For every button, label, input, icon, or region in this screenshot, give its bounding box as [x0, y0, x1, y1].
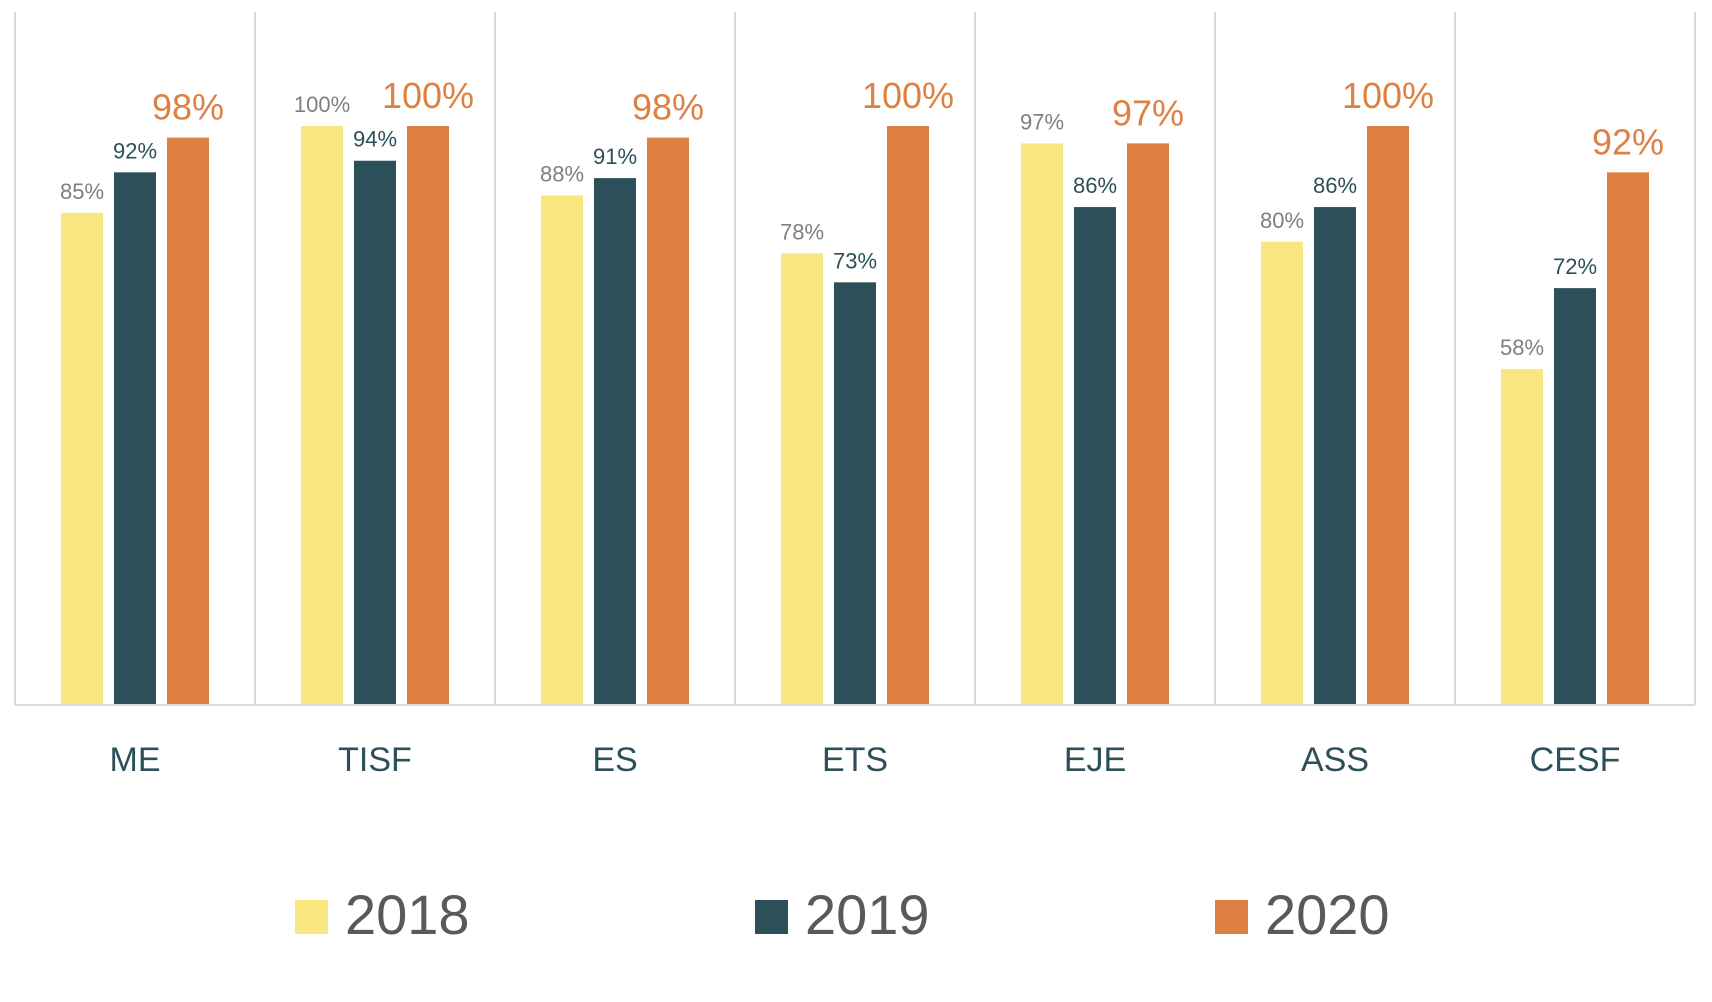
bar-2019-eje [1074, 207, 1116, 705]
category-label-eje: EJE [1064, 741, 1126, 779]
legend-label-2018: 2018 [345, 883, 470, 946]
bar-2018-cesf [1501, 369, 1543, 705]
data-label-2019-ets: 73% [833, 248, 877, 273]
bar-2019-me [114, 172, 156, 705]
data-label-2020-tisf: 100% [382, 75, 474, 116]
data-label-2020-es: 98% [632, 87, 704, 128]
category-label-es: ES [592, 741, 637, 779]
legend-swatch-2018 [295, 900, 328, 934]
data-label-2019-me: 92% [113, 138, 157, 163]
data-label-2018-tisf: 100% [294, 92, 350, 117]
data-label-2018-es: 88% [540, 161, 584, 186]
legend-item-2020: 2020 [1215, 883, 1390, 946]
bar-2019-cesf [1554, 288, 1596, 705]
data-label-2020-cesf: 92% [1592, 121, 1664, 162]
grid-lines [14, 12, 1696, 705]
category-label-ets: ETS [822, 741, 888, 779]
category-label-ass: ASS [1301, 741, 1369, 779]
data-label-2018-ets: 78% [780, 219, 824, 244]
category-label-me: ME [110, 741, 161, 779]
legend-item-2019: 2019 [755, 883, 930, 946]
category-label-cesf: CESF [1530, 741, 1621, 779]
bar-2018-ass [1261, 241, 1303, 706]
bar-2018-me [61, 212, 103, 705]
legend-item-2018: 2018 [295, 883, 470, 946]
data-labels: 85%92%98% 100%94%100%88%91%98%78%73%100%9… [60, 75, 1664, 360]
data-label-2019-eje: 86% [1073, 173, 1117, 198]
data-label-2019-ass: 86% [1313, 173, 1357, 198]
bar-2020-tisf [407, 126, 449, 705]
data-label-2020-me: 98% [152, 87, 224, 128]
data-label-2020-eje: 97% [1112, 92, 1184, 133]
bar-2020-cesf [1607, 172, 1649, 705]
legend-label-2019: 2019 [805, 883, 930, 946]
data-label-2019-cesf: 72% [1553, 254, 1597, 279]
data-label-2018-eje: 97% [1020, 109, 1064, 134]
bar-2019-ets [834, 282, 876, 705]
legend-label-2020: 2020 [1265, 883, 1390, 946]
legend-swatch-2019 [755, 900, 788, 934]
bars [61, 126, 1649, 706]
data-label-2020-ass: 100% [1342, 75, 1434, 116]
bar-2019-es [594, 178, 636, 706]
bar-2020-me [167, 137, 209, 705]
data-label-2020-ets: 100% [862, 75, 954, 116]
bar-2018-es [541, 195, 583, 706]
bar-2020-eje [1127, 143, 1169, 705]
bar-2019-tisf [354, 160, 396, 706]
category-label-tisf: TISF [338, 741, 412, 779]
legend: 2018 2019 2020 [295, 883, 1390, 946]
data-label-2019-tisf: 94% [353, 127, 397, 152]
bar-2020-ass [1367, 126, 1409, 705]
legend-swatch-2020 [1215, 900, 1248, 934]
data-label-2018-ass: 80% [1260, 208, 1304, 233]
bar-2018-ets [781, 253, 823, 705]
bar-2020-ets [887, 126, 929, 705]
data-label-2018-me: 85% [60, 179, 104, 204]
data-label-2019-es: 91% [593, 144, 637, 169]
bar-2018-tisf [301, 126, 343, 705]
data-label-2018-cesf: 58% [1500, 335, 1544, 360]
bar-2018-eje [1021, 143, 1063, 705]
category-axis-labels: ME TISF ES ETS EJE ASS CESF [110, 741, 1621, 779]
bar-2019-ass [1314, 207, 1356, 705]
bar-2020-es [647, 137, 689, 705]
